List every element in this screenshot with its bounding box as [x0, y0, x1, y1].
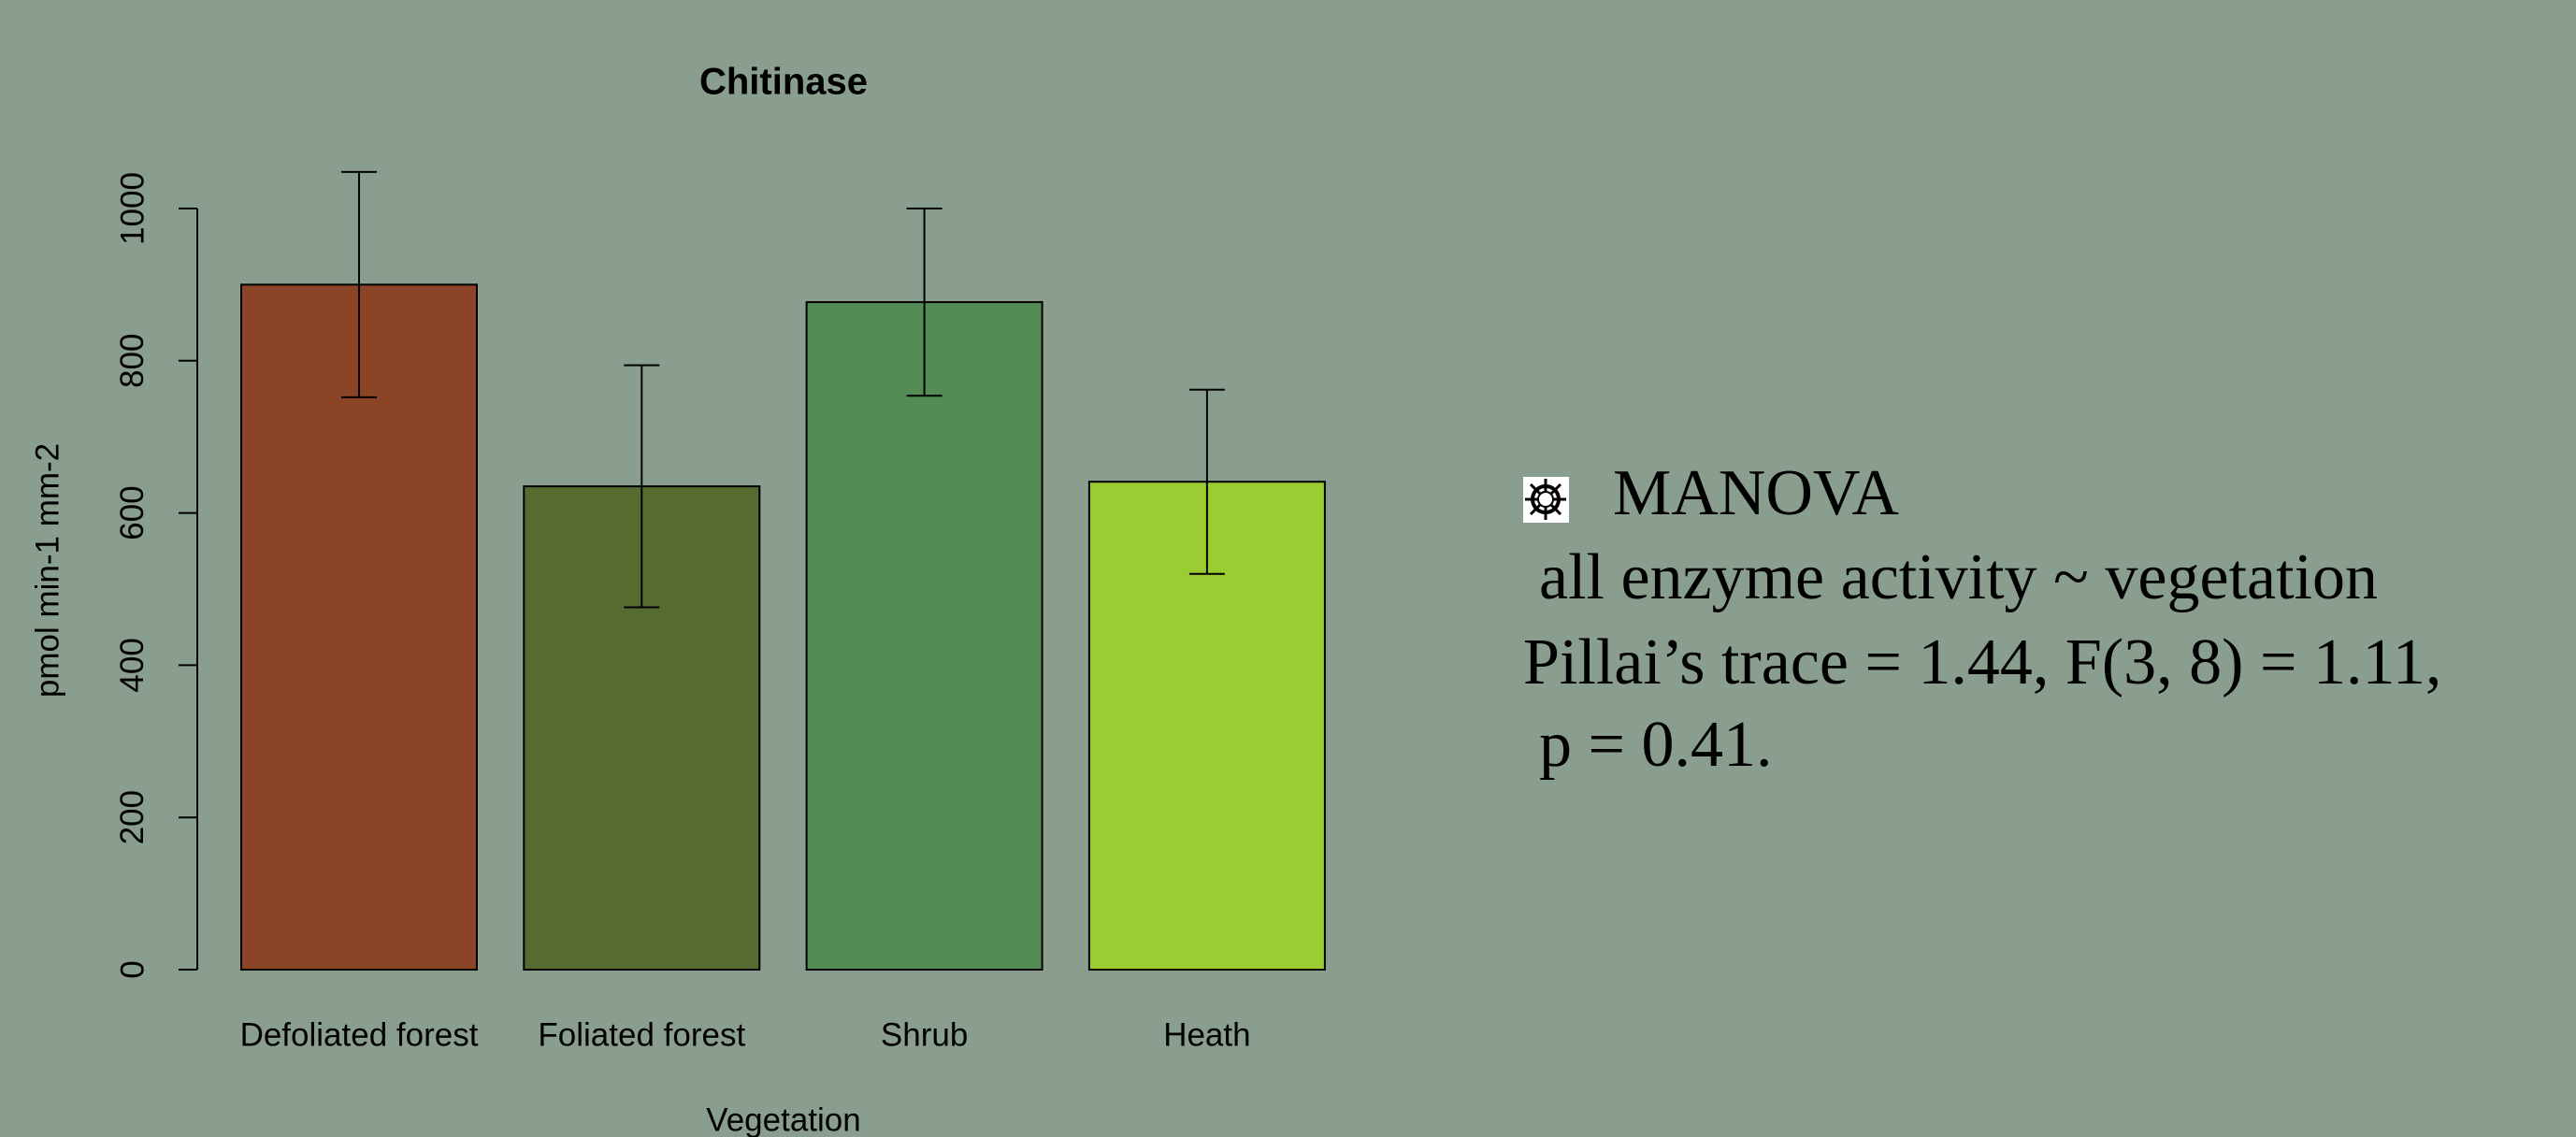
- x-tick-label: Shrub: [881, 1016, 968, 1053]
- annotation-line: Pillai’s trace = 1.44, F(3, 8) = 1.11,: [1523, 626, 2441, 698]
- bar: [240, 283, 478, 971]
- y-tick-label: 400: [114, 638, 151, 692]
- y-tick-label: 1000: [114, 172, 151, 245]
- x-axis-label: Vegetation: [706, 1101, 860, 1137]
- y-tick-label: 0: [114, 960, 151, 978]
- y-axis-label: pmol min-1 mm-2: [29, 443, 65, 698]
- chart-title: Chitinase: [699, 62, 868, 103]
- annotation-line: all enzyme activity ~ vegetation: [1539, 541, 2378, 613]
- bar: [805, 301, 1043, 971]
- y-tick-label: 800: [114, 334, 151, 388]
- x-tick-label: Foliated forest: [538, 1016, 745, 1053]
- annotation-line: p = 0.41.: [1539, 709, 1772, 781]
- annotation-title: MANOVA: [1613, 457, 1899, 529]
- x-tick-label: Heath: [1163, 1016, 1250, 1053]
- y-tick-label: 200: [114, 790, 151, 844]
- icon: [1523, 477, 1569, 523]
- y-tick-label: 600: [114, 485, 151, 540]
- x-tick-label: Defoliated forest: [240, 1016, 479, 1053]
